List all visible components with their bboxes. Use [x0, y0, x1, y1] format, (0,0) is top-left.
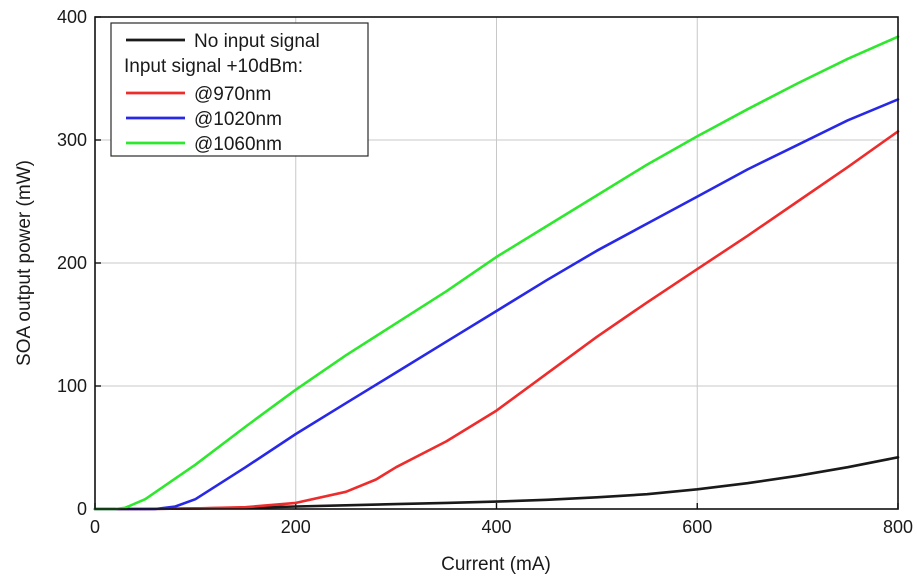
y-tick-label: 200 [57, 253, 87, 273]
legend-entry-1060nm: @1060nm [194, 134, 282, 155]
x-tick-label: 0 [90, 517, 100, 537]
y-tick-label: 0 [77, 499, 87, 519]
series-line-970nm [93, 130, 900, 511]
plot-frame [94, 16, 899, 510]
axis-ticks: 0 200 400 600 800 0 100 200 300 400 [57, 7, 913, 537]
y-axis-label: SOA output power (mW) [14, 160, 35, 366]
x-tick-label: 200 [281, 517, 311, 537]
legend-entry-1020nm: @1020nm [194, 109, 282, 130]
series-line-1060nm [93, 35, 900, 511]
y-tick-label: 100 [57, 376, 87, 396]
x-tick-label: 600 [682, 517, 712, 537]
data-series [93, 35, 900, 511]
legend-box [110, 22, 369, 157]
legend-entry-970nm: @970nm [194, 84, 271, 105]
x-tick-label: 400 [481, 517, 511, 537]
legend: No input signal Input signal +10dBm: @97… [110, 22, 369, 157]
y-tick-label: 300 [57, 130, 87, 150]
legend-entry-no-input: No input signal [194, 31, 320, 52]
x-tick-label: 800 [883, 517, 913, 537]
x-axis-label: Current (mA) [441, 554, 551, 575]
legend-header: Input signal +10dBm: [124, 56, 303, 77]
y-tick-label: 400 [57, 7, 87, 27]
series-line-1020nm [93, 98, 900, 511]
